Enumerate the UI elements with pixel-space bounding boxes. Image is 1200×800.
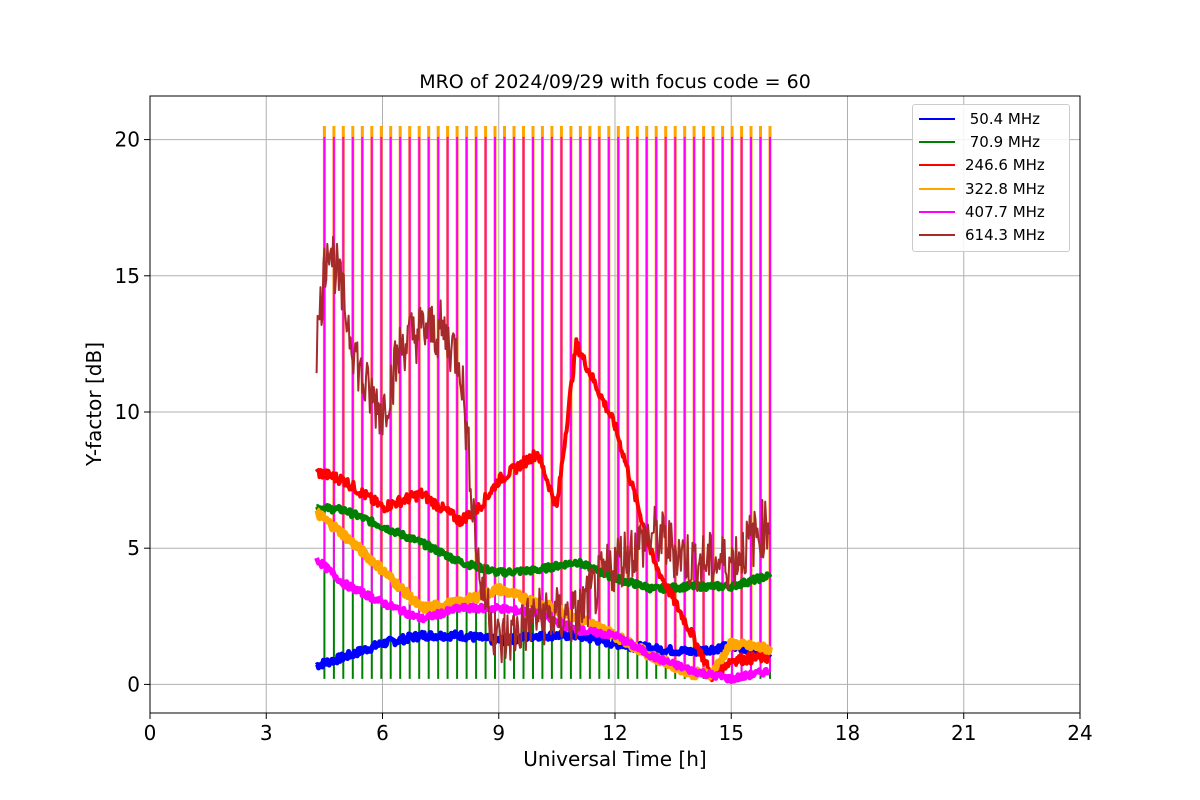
legend-swatch <box>919 187 955 190</box>
legend-swatch <box>919 117 955 120</box>
legend-item: 614.3 MHz <box>913 223 1069 246</box>
x-tick-label: 6 <box>376 721 389 745</box>
series-line-614-3-MHz <box>315 235 771 664</box>
legend-item: 322.8 MHz <box>913 177 1069 200</box>
x-tick-label: 12 <box>602 721 627 745</box>
series-layer <box>314 235 773 684</box>
x-tick-label: 15 <box>719 721 744 745</box>
legend-swatch <box>919 164 955 167</box>
x-axis-label: Universal Time [h] <box>523 747 706 771</box>
legend-swatch <box>919 210 955 213</box>
legend-label: 614.3 MHz <box>965 226 1045 245</box>
y-axis-label: Y-factor [dB] <box>82 342 106 467</box>
x-tick-label: 3 <box>260 721 273 745</box>
calibration-spike-layer <box>322 126 772 679</box>
y-tick-label: 20 <box>115 128 140 152</box>
legend-label: 70.9 MHz <box>965 132 1041 151</box>
y-tick-label: 5 <box>127 536 140 560</box>
legend-item: 50.4 MHz <box>913 107 1069 130</box>
legend-swatch <box>919 140 955 143</box>
legend-item: 407.7 MHz <box>913 200 1069 223</box>
x-tick-label: 21 <box>951 721 976 745</box>
legend-item: 246.6 MHz <box>913 154 1069 177</box>
legend: 50.4 MHz 70.9 MHz 246.6 MHz 322.8 MHz 407.7… <box>912 104 1070 252</box>
tick-layer: 0 3 6 9 12 15 18 21 24 0 5 10 15 20 <box>115 128 1093 745</box>
y-tick-label: 15 <box>115 264 140 288</box>
legend-label: 322.8 MHz <box>965 179 1045 198</box>
y-tick-label: 10 <box>115 400 140 424</box>
legend-swatch <box>919 234 955 237</box>
legend-label: 407.7 MHz <box>965 202 1045 221</box>
x-tick-label: 24 <box>1067 721 1092 745</box>
x-tick-label: 0 <box>144 721 157 745</box>
legend-label: 50.4 MHz <box>965 109 1041 128</box>
legend-item: 70.9 MHz <box>913 130 1069 153</box>
x-tick-label: 18 <box>835 721 860 745</box>
chart-title: MRO of 2024/09/29 with focus code = 60 <box>419 71 811 93</box>
x-tick-label: 9 <box>492 721 505 745</box>
series-line-70-9-MHz <box>315 503 773 594</box>
series-line-246-6-MHz <box>314 337 771 683</box>
y-tick-label: 0 <box>127 672 140 696</box>
legend-label: 246.6 MHz <box>965 156 1045 175</box>
